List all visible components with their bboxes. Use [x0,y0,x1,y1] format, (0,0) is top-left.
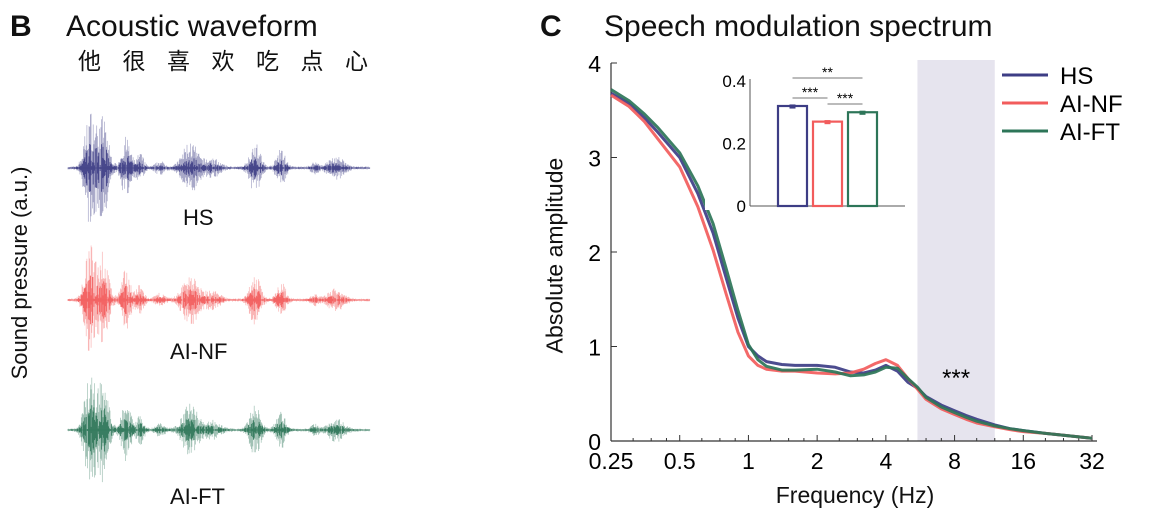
inset-y-tick-label: 0.2 [722,135,746,154]
y-tick-label: 0 [588,429,601,455]
panel-b-letter: B [10,10,32,43]
inset-significance-label: *** [837,90,854,106]
x-tick-label: 8 [948,448,961,474]
inset-background [705,63,910,210]
x-tick-label: 0.25 [589,448,634,474]
syllable: 点 [300,48,324,74]
syllable: 喜 [167,48,190,74]
inset-error-bar [824,120,831,125]
inset-significance-label: ** [822,64,833,80]
waveform-hs [67,113,371,222]
x-tick-label: 2 [811,448,824,474]
y-tick-label: 4 [588,51,601,77]
series-line-ai-ft [610,88,1093,440]
inset-error-bar [859,110,866,115]
panel-b-title: Acoustic waveform [66,10,318,43]
y-tick-label: 1 [588,335,601,361]
syllable: 欢 [211,48,235,74]
inset-y-tick-label: 0.4 [722,72,746,91]
waveform-label-ai-nf: AI-NF [170,339,228,364]
syllable: 很 [122,48,146,74]
syllable: 心 [345,48,368,74]
sentence: 他 很 喜 欢 吃 点 心 [78,42,368,76]
inset-significance-label: *** [802,84,819,100]
x-axis-label: Frequency (Hz) [775,482,935,508]
waveform-core [67,144,371,192]
legend-label-hs: HS [1060,63,1093,90]
inset-bar-ai-ft [846,111,879,208]
x-tick-label: 0.5 [664,448,696,474]
inset-bar-ai-nf [811,120,844,208]
waveform-plot [67,113,371,483]
syllable: 吃 [256,48,279,74]
inset-error-bar [789,104,796,109]
x-tick-label: 4 [879,448,892,474]
y-tick-label: 2 [588,240,601,266]
x-tick-label: 16 [1010,448,1036,474]
inset-bar-hs [776,104,809,208]
inset-y-tick-label: 0 [737,197,746,216]
panel-c-letter: C [540,10,562,43]
x-tick-label: 32 [1079,448,1105,474]
x-tick-label: 1 [742,448,755,474]
waveform-ai-nf [67,245,371,351]
y-tick-label: 3 [588,146,601,172]
chart-title: Speech modulation spectrum [604,10,993,43]
syllable: 他 [78,48,101,74]
series-line-ai-nf [610,93,1093,440]
waveform-core [67,405,371,455]
significance-annotation: *** [942,365,970,392]
legend-label-ai-ft: AI-FT [1060,119,1120,146]
legend-label-ai-nf: AI-NF [1060,91,1123,118]
series-line-hs [610,91,1093,440]
waveform-ai-ft [67,377,371,483]
significance-shaded-region [917,60,995,441]
waveform-label-ai-ft: AI-FT [170,484,225,509]
waveform-label-hs: HS [183,205,214,230]
y-axis-label: Absolute amplitude [541,157,568,354]
